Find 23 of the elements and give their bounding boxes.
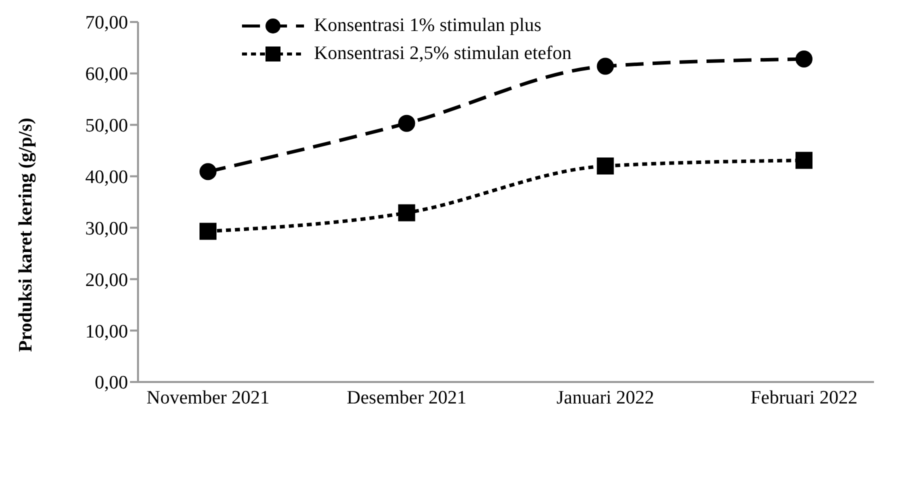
x-tick-label: Desember 2021 — [346, 387, 467, 408]
legend-label: Konsentrasi 1% stimulan plus — [314, 15, 542, 37]
x-tick-label: Januari 2022 — [556, 387, 654, 408]
point — [596, 158, 614, 174]
y-tick-label: 30,00 — [85, 218, 128, 240]
point — [200, 222, 216, 240]
y-tick-label: 10,00 — [85, 321, 128, 342]
point — [796, 50, 812, 68]
point — [200, 163, 216, 180]
x-tick-label: November 2021 — [146, 387, 270, 408]
y-tick-label: 60,00 — [85, 64, 128, 86]
point — [596, 58, 614, 75]
point — [398, 114, 416, 132]
y-axis-title: Produksi karet kering (g/p/s) — [16, 118, 37, 352]
x-tick-label: Februari 2022 — [750, 387, 858, 408]
y-tick-label: 70,00 — [85, 12, 128, 34]
y-tick-label: 20,00 — [85, 270, 128, 291]
point — [796, 152, 812, 169]
y-tick-label: 0,00 — [94, 372, 128, 394]
y-tick-label: 40,00 — [85, 167, 128, 188]
point — [398, 204, 416, 222]
y-tick-label: 50,00 — [85, 116, 128, 137]
legend-label: Konsentrasi 2,5% stimulan etefon — [314, 43, 572, 65]
